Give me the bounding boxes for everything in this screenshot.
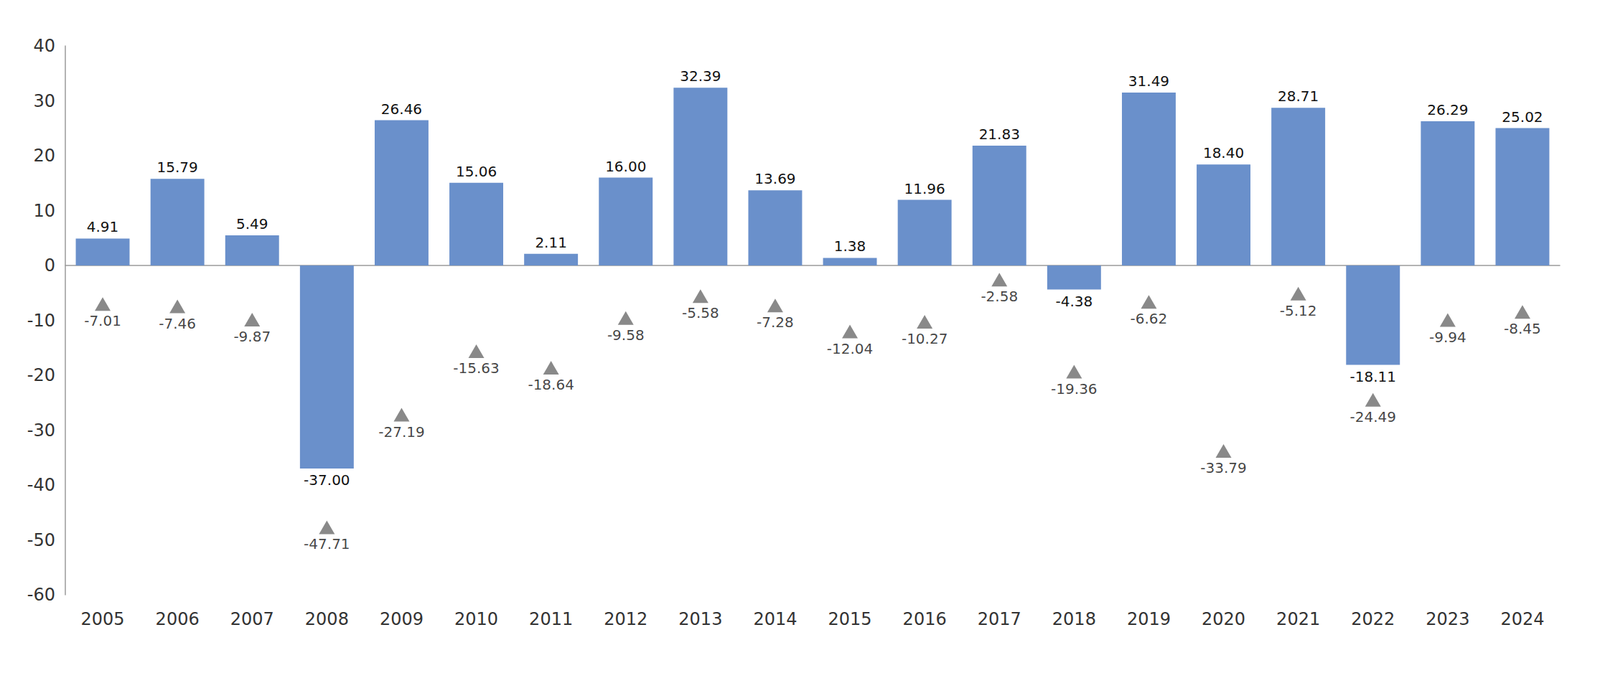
svg-text:2021: 2021 — [1276, 609, 1321, 630]
svg-text:31.49: 31.49 — [1128, 72, 1170, 90]
svg-text:-12.04: -12.04 — [826, 340, 873, 358]
svg-text:-15.63: -15.63 — [452, 359, 499, 377]
svg-text:2006: 2006 — [155, 609, 200, 630]
svg-text:21.83: 21.83 — [979, 125, 1021, 143]
svg-text:32.39: 32.39 — [679, 67, 721, 85]
svg-text:2012: 2012 — [603, 609, 648, 630]
svg-text:2009: 2009 — [379, 609, 424, 630]
svg-text:2017: 2017 — [977, 609, 1022, 630]
svg-text:-50: -50 — [27, 530, 56, 551]
svg-text:13.69: 13.69 — [754, 170, 796, 188]
svg-text:-10: -10 — [27, 310, 56, 331]
svg-text:10: 10 — [33, 200, 56, 222]
svg-text:-60: -60 — [27, 585, 56, 606]
svg-text:2016: 2016 — [903, 609, 947, 630]
svg-text:-18.11: -18.11 — [1350, 368, 1397, 386]
svg-text:-5.12: -5.12 — [1279, 302, 1318, 320]
svg-text:-24.49: -24.49 — [1350, 408, 1397, 426]
svg-text:-7.28: -7.28 — [756, 313, 794, 331]
svg-text:-30: -30 — [27, 420, 56, 441]
svg-text:-27.19: -27.19 — [378, 423, 425, 441]
svg-text:20: 20 — [33, 145, 56, 166]
svg-text:-7.46: -7.46 — [158, 315, 196, 333]
svg-text:2015: 2015 — [828, 609, 873, 630]
svg-text:-10.27: -10.27 — [901, 330, 948, 348]
svg-text:2010: 2010 — [454, 609, 499, 630]
svg-text:-2.58: -2.58 — [980, 287, 1018, 306]
svg-text:15.79: 15.79 — [157, 158, 199, 176]
svg-text:2022: 2022 — [1350, 609, 1395, 630]
svg-text:2023: 2023 — [1425, 609, 1470, 630]
svg-text:-19.36: -19.36 — [1050, 380, 1097, 398]
svg-text:2011: 2011 — [529, 609, 573, 630]
svg-text:2020: 2020 — [1201, 609, 1246, 630]
svg-text:2005: 2005 — [81, 609, 125, 630]
svg-text:-20: -20 — [27, 365, 56, 386]
svg-text:2014: 2014 — [752, 609, 797, 630]
svg-text:-8.45: -8.45 — [1503, 320, 1542, 338]
svg-text:1.38: 1.38 — [834, 237, 867, 255]
svg-text:40: 40 — [33, 35, 56, 56]
svg-text:-9.58: -9.58 — [607, 326, 645, 344]
svg-text:-47.71: -47.71 — [303, 535, 350, 553]
svg-text:25.02: 25.02 — [1501, 108, 1543, 126]
svg-text:4.91: 4.91 — [86, 218, 120, 236]
svg-text:26.29: 26.29 — [1427, 101, 1468, 119]
svg-text:-6.62: -6.62 — [1130, 310, 1168, 328]
svg-text:0: 0 — [44, 255, 56, 276]
svg-text:-37.00: -37.00 — [303, 471, 350, 489]
svg-text:-9.87: -9.87 — [233, 328, 271, 346]
svg-text:-18.64: -18.64 — [527, 376, 574, 394]
svg-text:2018: 2018 — [1052, 609, 1097, 630]
svg-text:18.40: 18.40 — [1203, 144, 1244, 162]
svg-text:-4.38: -4.38 — [1055, 292, 1093, 311]
svg-text:2013: 2013 — [678, 609, 723, 630]
svg-text:11.96: 11.96 — [904, 180, 946, 198]
svg-text:16.00: 16.00 — [605, 157, 647, 176]
svg-text:28.71: 28.71 — [1277, 87, 1319, 105]
svg-text:2007: 2007 — [230, 609, 275, 630]
svg-text:-7.01: -7.01 — [83, 312, 122, 330]
svg-text:26.46: 26.46 — [381, 100, 423, 118]
svg-text:2024: 2024 — [1500, 609, 1545, 630]
svg-text:5.49: 5.49 — [236, 215, 269, 233]
svg-text:2008: 2008 — [305, 609, 349, 630]
svg-text:-9.94: -9.94 — [1429, 328, 1467, 346]
svg-text:-40: -40 — [27, 475, 56, 496]
svg-text:15.06: 15.06 — [455, 162, 497, 181]
svg-text:-33.79: -33.79 — [1200, 459, 1247, 477]
svg-text:2019: 2019 — [1126, 609, 1171, 630]
svg-text:2.11: 2.11 — [534, 234, 568, 252]
svg-text:30: 30 — [33, 91, 56, 112]
svg-text:-5.58: -5.58 — [681, 304, 720, 322]
